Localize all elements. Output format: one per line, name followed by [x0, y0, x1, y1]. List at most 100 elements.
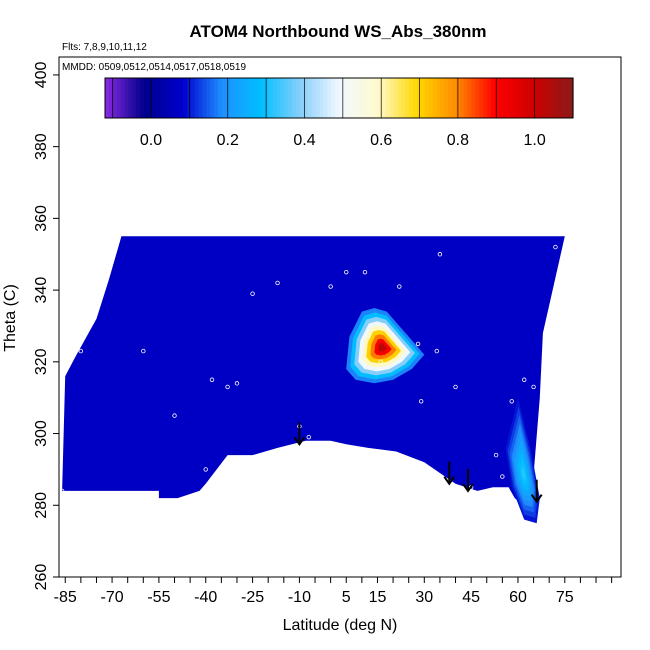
sample-point	[209, 377, 215, 382]
sample-point	[453, 384, 458, 390]
colorbar-cell	[155, 78, 161, 118]
colorbar-cell	[354, 78, 360, 118]
x-tick-label: 75	[556, 589, 574, 606]
sample-point	[500, 474, 505, 479]
chart-title: ATOM4 Northbound WS_Abs_380nm	[190, 22, 487, 41]
colorbar-cell	[303, 78, 309, 118]
colorbar-cell	[413, 78, 418, 118]
colorbar-cell	[253, 78, 258, 118]
colorbar-cell	[190, 78, 196, 118]
field-domain	[62, 236, 565, 513]
colorbar-cell	[132, 78, 137, 118]
x-tick-label: -55	[147, 589, 170, 606]
colorbar-cell	[159, 78, 165, 118]
colorbar-cell	[128, 78, 133, 118]
colorbar-cell	[530, 78, 535, 118]
sample-point	[78, 348, 84, 354]
colorbar-cell	[506, 78, 512, 118]
colorbar-cell	[498, 78, 504, 118]
colorbar-cell	[268, 78, 274, 118]
aerosol-plume-level	[378, 343, 388, 352]
colorbar-cell	[545, 78, 551, 118]
colorbar-cell	[370, 78, 375, 118]
colorbar-cell	[222, 78, 227, 118]
colorbar-cell	[342, 78, 348, 118]
colorbar-cell	[144, 78, 149, 118]
colorbar-cell	[475, 78, 480, 118]
plot-frame	[58, 56, 622, 578]
colorbar-cell	[405, 78, 410, 118]
colorbar-cell	[225, 78, 231, 118]
colorbar-cell	[136, 78, 141, 118]
y-tick-label: 400	[33, 61, 50, 88]
flight-markers	[293, 422, 543, 504]
colorbar-cell	[233, 78, 239, 118]
sample-point	[225, 384, 230, 390]
colorbar-cell	[557, 78, 562, 118]
colorbar-cell	[483, 78, 488, 118]
sample-point	[522, 377, 527, 382]
colorbar-cell	[284, 78, 289, 118]
colorbar-cell	[463, 78, 469, 118]
colorbar-tick-label: 0.2	[217, 132, 239, 149]
colorbar-cell	[440, 78, 445, 118]
sample-point	[553, 244, 558, 250]
y-axis-label: Theta (C)	[2, 284, 19, 352]
colorbar-cell	[272, 78, 278, 118]
colorbar-cell	[358, 78, 363, 118]
sample-point	[397, 284, 402, 289]
sample-point	[344, 269, 349, 275]
colorbar-cell	[537, 78, 543, 118]
sample-point	[434, 348, 439, 354]
sample-point	[250, 291, 255, 296]
sample-point	[531, 384, 536, 390]
colorbar-cell	[541, 78, 547, 118]
colorbar: 0.0 0.2 0.4 0.6 0.8 1.0	[104, 77, 574, 149]
colorbar-cell	[241, 78, 246, 118]
colorbar-cell	[424, 78, 430, 118]
sample-point	[172, 413, 177, 418]
colorbar-cell	[171, 78, 176, 118]
y-tick-label: 320	[33, 348, 50, 375]
colorbar-cell	[444, 78, 449, 118]
colorbar-cell	[202, 78, 207, 118]
colorbar-cell	[389, 78, 395, 118]
sample-point	[141, 348, 146, 354]
colorbar-cell	[276, 78, 282, 118]
colorbar-cell	[487, 78, 492, 118]
colorbar-cell	[448, 78, 453, 118]
colorbar-cell	[198, 78, 204, 118]
y-tick-label: 340	[33, 277, 50, 304]
colorbar-cell	[323, 78, 328, 118]
colorbar-cell	[257, 78, 262, 118]
x-tick-label: -70	[101, 589, 124, 606]
heatmap-field	[62, 236, 565, 524]
flights-note: Flts: 7,8,9,10,11,12	[62, 42, 147, 53]
y-axis: 260 280 300 320 340 360 380 400	[33, 61, 59, 590]
colorbar-cell	[385, 78, 391, 118]
colorbar-cell	[315, 78, 321, 118]
dates-note: MMDD: 0509,0512,0514,0517,0518,0519	[62, 62, 246, 73]
sample-point	[378, 359, 383, 365]
colorbar-cell	[124, 78, 129, 118]
x-tick-label: -85	[54, 589, 77, 606]
y-tick-label: 260	[33, 564, 50, 591]
colorbar-cell	[467, 78, 473, 118]
flight-marker-arrow	[293, 422, 306, 447]
colorbar-cell	[495, 78, 500, 118]
sample-points	[59, 244, 558, 494]
colorbar-cell	[366, 78, 371, 118]
sample-point	[493, 452, 499, 458]
colorbar-cell	[518, 78, 523, 118]
colorbar-cell	[510, 78, 516, 118]
sample-point	[306, 434, 311, 440]
colorbar-cell	[218, 78, 223, 118]
colorbar-cell	[397, 78, 402, 118]
colorbar-cell	[116, 78, 122, 118]
colorbar-cell	[471, 78, 477, 118]
colorbar-cell	[514, 78, 519, 118]
colorbar-cell	[229, 78, 235, 118]
x-tick-label: 15	[369, 589, 387, 606]
colorbar-cell	[452, 78, 457, 118]
